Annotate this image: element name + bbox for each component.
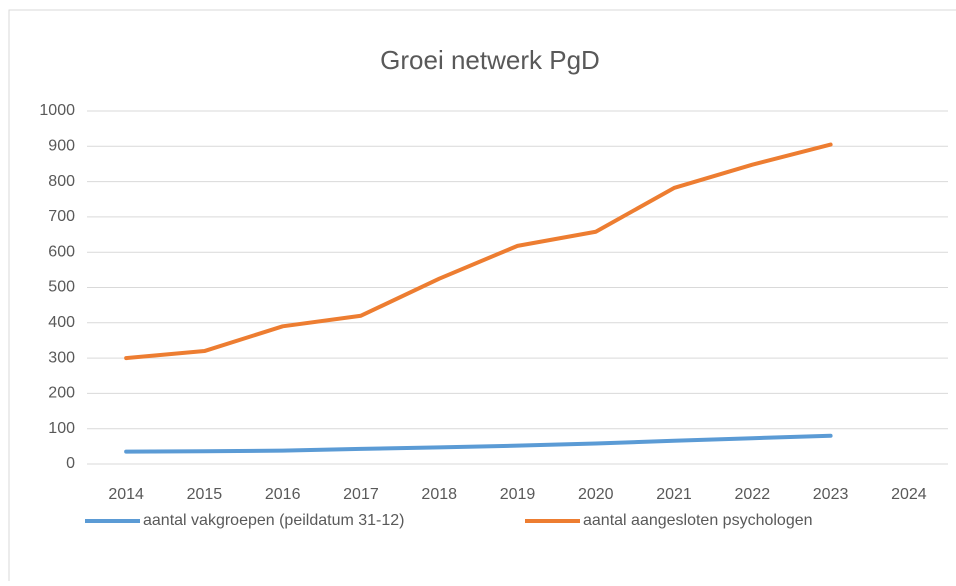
x-tick-label: 2017 bbox=[343, 486, 379, 503]
y-tick-label: 600 bbox=[48, 243, 75, 260]
y-tick-label: 0 bbox=[66, 455, 75, 472]
x-tick-label: 2016 bbox=[265, 486, 301, 503]
chart-title: Groei netwerk PgD bbox=[380, 45, 600, 75]
x-tick-label: 2023 bbox=[813, 486, 849, 503]
y-tick-label: 300 bbox=[48, 349, 75, 366]
y-tick-label: 900 bbox=[48, 138, 75, 155]
chart-border bbox=[8, 9, 956, 586]
y-tick-label: 1000 bbox=[39, 102, 75, 119]
x-tick-label: 2022 bbox=[735, 486, 771, 503]
y-tick-label: 700 bbox=[48, 208, 75, 225]
y-tick-label: 100 bbox=[48, 420, 75, 437]
y-tick-label: 500 bbox=[48, 279, 75, 296]
series-line bbox=[124, 142, 833, 361]
x-tick-label: 2015 bbox=[187, 486, 223, 503]
x-tick-label: 2014 bbox=[108, 486, 144, 503]
y-tick-label: 400 bbox=[48, 314, 75, 331]
x-tick-label: 2019 bbox=[500, 486, 536, 503]
series-line bbox=[124, 433, 833, 454]
x-tick-label: 2018 bbox=[421, 486, 457, 503]
x-tick-label: 2024 bbox=[891, 486, 927, 503]
legend-label: aantal vakgroepen (peildatum 31-12) bbox=[143, 512, 405, 529]
x-tick-label: 2020 bbox=[578, 486, 614, 503]
y-tick-label: 200 bbox=[48, 385, 75, 402]
y-tick-label: 800 bbox=[48, 173, 75, 190]
x-tick-label: 2021 bbox=[656, 486, 692, 503]
legend-label: aantal aangesloten psychologen bbox=[583, 512, 813, 529]
